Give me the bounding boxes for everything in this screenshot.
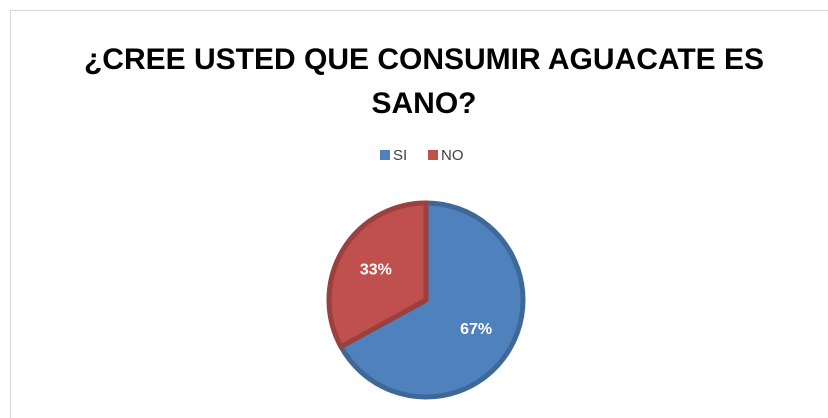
legend-swatch [380, 150, 390, 160]
legend-label: SI [393, 147, 407, 164]
legend-swatch [428, 150, 438, 160]
data-label: 67% [460, 321, 492, 338]
chart-frame [10, 10, 828, 418]
data-label: 33% [360, 262, 392, 279]
legend-label: NO [441, 147, 464, 164]
pie-slice [338, 200, 526, 400]
pie-slice [326, 200, 429, 350]
chart-title: ¿CREE USTED QUE CONSUMIR AGUACATE ES SAN… [83, 43, 765, 120]
